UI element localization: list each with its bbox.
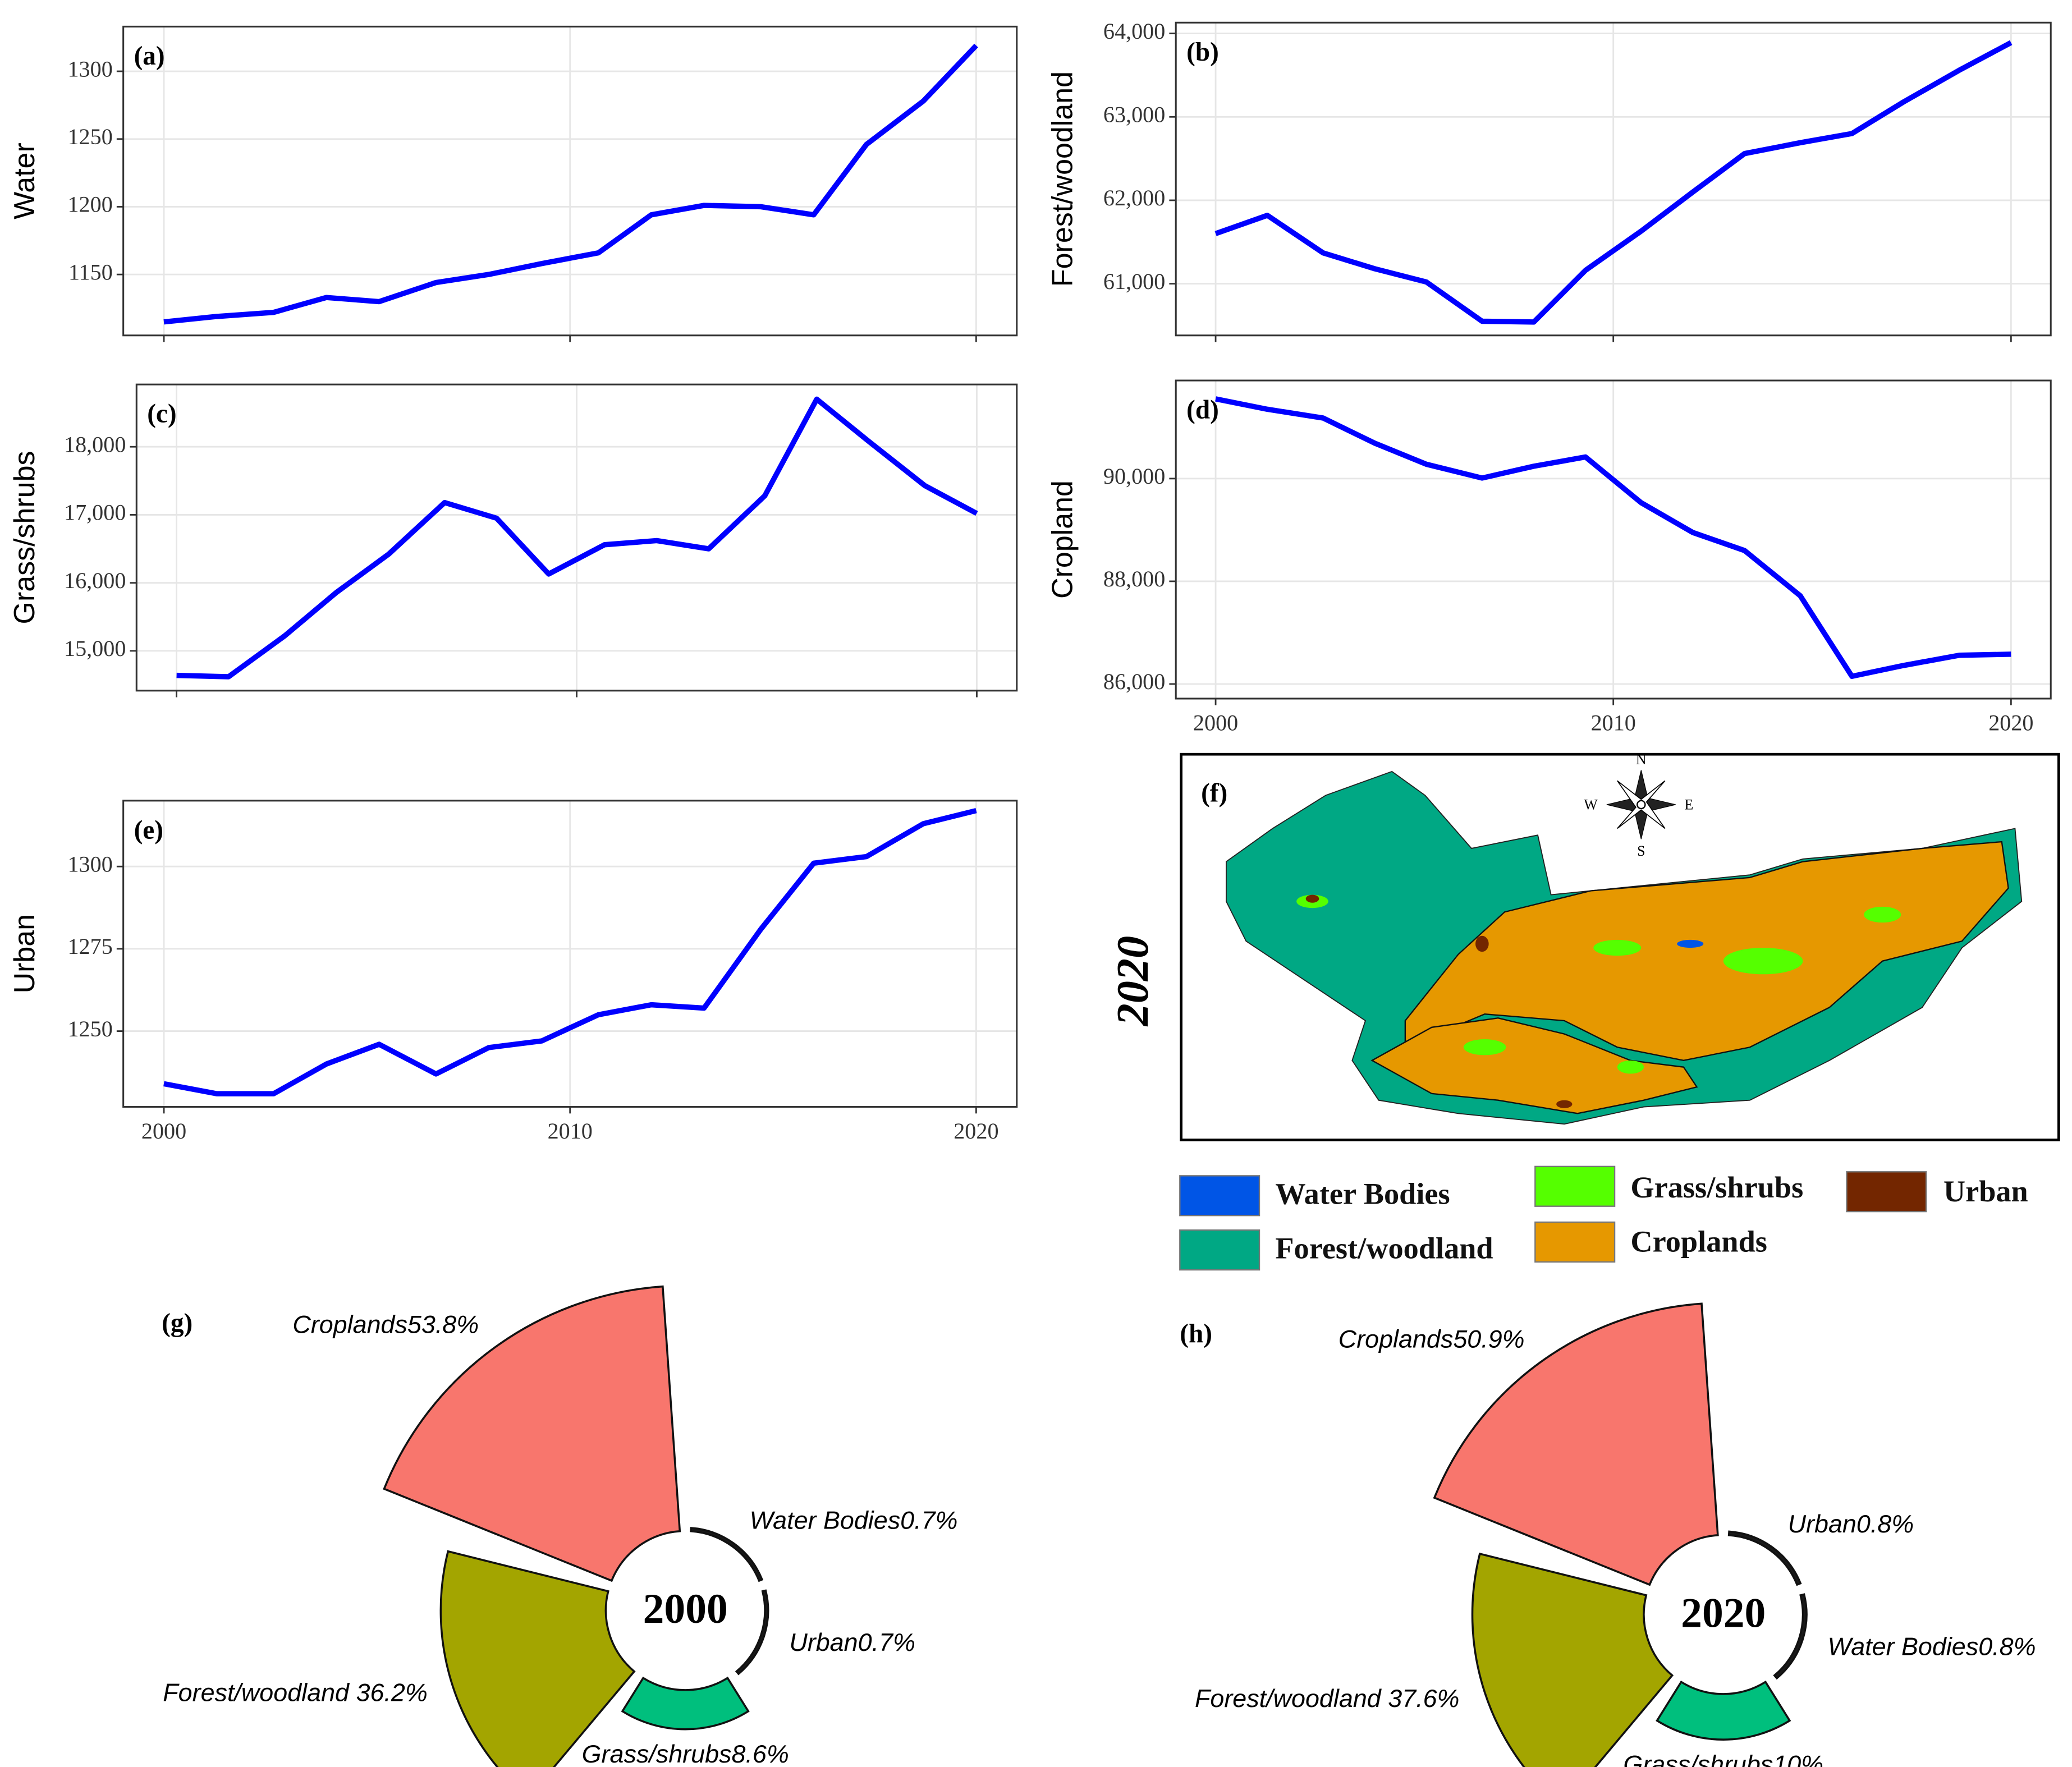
plot-border xyxy=(122,800,1018,1108)
rose-wedge xyxy=(383,1285,681,1582)
rose-label: Grass/shrubs10% xyxy=(1623,1750,1823,1767)
y-tick-label: 1250 xyxy=(67,124,112,149)
panel-label: (f) xyxy=(1201,778,1227,807)
panel-label: (d) xyxy=(1186,396,1219,425)
y-tick-label: 62,000 xyxy=(1103,185,1165,210)
basin-cropland xyxy=(1404,841,2009,1062)
center-label: 2020 xyxy=(1681,1590,1766,1636)
rose-label: Grass/shrubs8.6% xyxy=(582,1740,789,1767)
legend-swatch xyxy=(1534,1165,1616,1207)
map-year: 2020 xyxy=(1108,936,1158,1027)
x-tick-label: 2000 xyxy=(141,1118,186,1144)
rose-label: Water Bodies0.8% xyxy=(1828,1632,2036,1660)
legend-label: Forest/woodland xyxy=(1275,1231,1493,1265)
rose-wedge xyxy=(690,1527,764,1582)
y-tick-label: 15,000 xyxy=(64,636,126,661)
plot-border xyxy=(1175,21,2052,337)
basin-cropland-south xyxy=(1370,1017,1698,1114)
panel-label: (h) xyxy=(1180,1319,1212,1348)
plot-border xyxy=(122,25,1018,337)
compass xyxy=(1606,770,1676,839)
y-tick-label: 63,000 xyxy=(1103,102,1165,127)
rose-wedge xyxy=(621,1676,750,1731)
legend-swatch xyxy=(1179,1229,1260,1271)
y-tick-label: 64,000 xyxy=(1103,19,1165,44)
line xyxy=(176,396,978,680)
rose-label: Forest/woodland 36.2% xyxy=(163,1678,427,1706)
x-tick-label: 2010 xyxy=(548,1118,593,1144)
y-tick-label: 1300 xyxy=(67,56,112,81)
y-tick-label: 90,000 xyxy=(1103,463,1165,489)
y-tick-label: 86,000 xyxy=(1103,669,1165,694)
compass-n: N xyxy=(1636,751,1647,768)
line xyxy=(1215,396,2011,680)
legend-label: Croplands xyxy=(1630,1225,1767,1259)
y-tick-label: 18,000 xyxy=(64,432,126,457)
panel-label: (b) xyxy=(1186,38,1219,67)
rose-label: Croplands53.8% xyxy=(292,1310,479,1338)
y-tick-label: 17,000 xyxy=(64,500,126,525)
y-axis-label: Urban xyxy=(8,914,41,994)
y-tick-label: 88,000 xyxy=(1103,566,1165,591)
water-patches xyxy=(1677,939,1704,948)
rose-wedge xyxy=(1433,1302,1719,1586)
rose-wedge xyxy=(439,1550,636,1767)
panel-label: (e) xyxy=(134,815,163,845)
y-tick-label: 1250 xyxy=(67,1016,112,1041)
rose-wedge xyxy=(1471,1552,1674,1767)
y-axis-label: Grass/shrubs xyxy=(8,451,41,625)
y-tick-label: 1200 xyxy=(67,192,112,217)
center-label: 2000 xyxy=(643,1586,728,1632)
rose-label: Forest/woodland 37.6% xyxy=(1195,1684,1459,1713)
x-tick-label: 2020 xyxy=(1988,710,2033,735)
x-tick-label: 2000 xyxy=(1193,710,1238,735)
rose-wedge xyxy=(735,1589,769,1676)
y-axis-label: Water xyxy=(8,143,41,219)
line xyxy=(163,807,977,1096)
rose-wedge xyxy=(1773,1593,1808,1680)
urban-patches xyxy=(1305,894,1573,1108)
map xyxy=(1226,770,2023,1125)
panel-label: (a) xyxy=(134,42,165,71)
plot-border xyxy=(1175,379,2052,700)
legend-label: Water Bodies xyxy=(1275,1177,1450,1211)
y-tick-label: 1150 xyxy=(68,259,113,284)
panel-label: (g) xyxy=(162,1309,192,1338)
compass-w: W xyxy=(1584,796,1598,813)
y-tick-label: 61,000 xyxy=(1103,269,1165,294)
plot-border xyxy=(135,383,1018,692)
rose-label: Water Bodies0.7% xyxy=(750,1506,958,1535)
legend-label: Grass/shrubs xyxy=(1630,1171,1803,1204)
compass-e: E xyxy=(1684,796,1693,813)
legend-swatch xyxy=(1846,1171,1927,1213)
x-tick-label: 2010 xyxy=(1591,710,1636,735)
compass-s: S xyxy=(1637,843,1645,859)
legend-swatch xyxy=(1534,1221,1616,1263)
y-axis-label: Cropland xyxy=(1047,480,1079,599)
y-tick-label: 1275 xyxy=(67,934,112,959)
y-tick-label: 1300 xyxy=(67,851,112,876)
rose-wedge xyxy=(1727,1530,1802,1586)
rose-label: Urban0.8% xyxy=(1788,1509,1914,1538)
panel-label: (c) xyxy=(147,400,176,429)
rose-label: Croplands50.9% xyxy=(1338,1325,1525,1353)
rose-wedge xyxy=(1656,1680,1791,1741)
y-tick-label: 16,000 xyxy=(64,568,126,593)
line xyxy=(1214,40,2013,325)
legend-label: Urban xyxy=(1943,1174,2028,1208)
rose-label: Urban0.7% xyxy=(789,1628,915,1656)
line xyxy=(163,43,978,325)
legend-swatch xyxy=(1179,1175,1260,1217)
y-axis-label: Forest/woodland xyxy=(1047,71,1079,287)
x-tick-label: 2020 xyxy=(954,1118,998,1144)
